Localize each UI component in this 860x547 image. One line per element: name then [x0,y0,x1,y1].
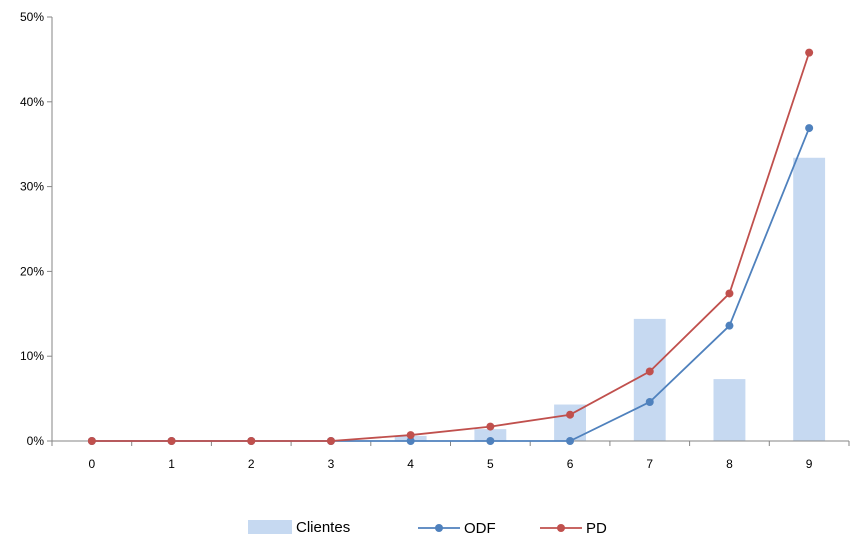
y-tick-label: 0% [27,434,45,448]
point-odf-6 [566,437,575,445]
lines-layer [87,48,814,445]
point-pd-5 [486,422,495,431]
legend-marker-pd [557,524,565,532]
y-tick-label: 20% [20,264,44,278]
line-pd [91,52,811,442]
point-pd-4 [406,431,415,440]
bar-clientes-9 [793,157,826,441]
y-tick-label: 50% [20,10,44,24]
point-pd-3 [326,437,335,445]
legend-label-clientes: Clientes [296,519,350,536]
legend-marker-odf [435,524,443,532]
point-odf-9 [805,124,814,133]
point-odf-7 [645,397,654,406]
point-odf-4 [406,437,415,445]
y-tick-label: 40% [20,95,44,109]
point-pd-9 [805,48,814,57]
bar-clientes-8 [713,379,746,441]
legend-label-pd: PD [586,520,607,537]
legend-swatch-clientes [248,520,292,534]
x-tick-label: 3 [328,457,335,471]
x-tick-label: 6 [567,457,574,471]
bar-clientes-5 [474,429,507,441]
bar-clientes-7 [633,318,666,441]
point-pd-8 [725,289,734,298]
x-tick-label: 5 [487,457,494,471]
x-tick-label: 2 [248,457,255,471]
x-tick-label: 7 [646,457,653,471]
x-tick-label: 0 [89,457,96,471]
y-tick-label: 30% [20,180,44,194]
bars-layer [394,157,826,441]
point-odf-8 [725,321,734,330]
point-pd-6 [566,410,575,419]
point-pd-0 [87,437,96,445]
x-tick-label: 4 [407,457,414,471]
x-tick-label: 8 [726,457,733,471]
point-odf-5 [486,437,495,445]
y-tick-label: 10% [20,349,44,363]
legend: Clientes ODF PD [248,519,607,537]
point-pd-7 [645,367,654,376]
x-tick-label: 9 [806,457,813,471]
point-pd-1 [167,437,176,445]
line-odf [91,127,810,442]
point-pd-2 [247,437,256,445]
x-tick-label: 1 [168,457,175,471]
legend-label-odf: ODF [464,520,496,537]
